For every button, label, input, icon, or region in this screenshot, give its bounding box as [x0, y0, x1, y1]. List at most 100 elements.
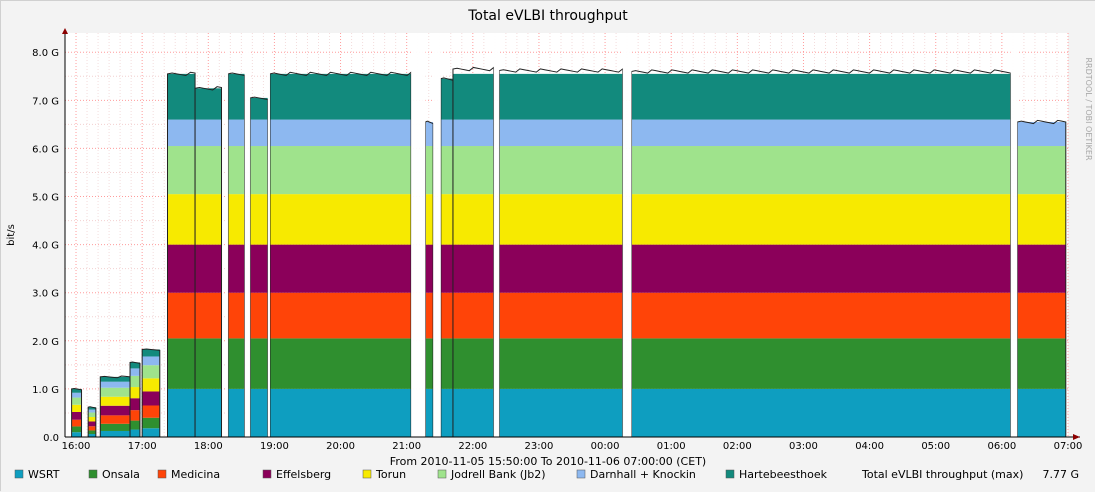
x-tick-label: 06:00	[987, 441, 1016, 452]
series-band-onsala-11	[440, 338, 453, 389]
series-band-medicina-3	[130, 410, 140, 421]
series-band-jodrell-bank-jb2--12	[452, 146, 494, 195]
series-band-medicina-5	[167, 292, 196, 339]
series-band-effelsberg-12	[452, 244, 494, 293]
series-band-onsala-5	[167, 338, 196, 389]
series-band-wsrt-8	[250, 388, 268, 437]
series-band-torun-14	[631, 194, 1011, 245]
series-band-hartebeesthoek-14	[631, 73, 1011, 120]
series-band-onsala-8	[250, 338, 268, 389]
total-throughput-line-9	[269, 71, 412, 437]
series-band-wsrt-12	[452, 388, 494, 437]
x-tick-label: 16:00	[62, 441, 91, 452]
data-gap-5	[493, 33, 500, 437]
series-band-effelsberg-3	[130, 398, 140, 411]
data-gap-7	[1010, 33, 1018, 437]
total-throughput-line-14	[631, 69, 1012, 437]
series-band-onsala-13	[499, 338, 623, 389]
series-band-darnhall-knockin-9	[270, 119, 412, 147]
x-tick-label: 02:00	[723, 441, 752, 452]
series-band-hartebeesthoek-8	[250, 97, 268, 120]
total-throughput-line-0	[71, 387, 83, 437]
series-band-wsrt-3	[130, 429, 140, 437]
series-band-wsrt-4	[142, 428, 160, 437]
legend-label-torun: Torun	[375, 468, 406, 481]
y-tick-label: 8.0 G	[32, 48, 59, 59]
series-band-darnhall-knockin-4	[142, 356, 160, 366]
series-band-darnhall-knockin-12	[452, 119, 494, 147]
y-tick-label: 4.0 G	[32, 241, 59, 252]
total-throughput-line-3	[129, 361, 141, 437]
legend-label-onsala: Onsala	[102, 468, 140, 481]
series-band-effelsberg-7	[228, 244, 245, 293]
series-band-effelsberg-5	[167, 244, 196, 293]
series-band-torun-6	[195, 194, 222, 245]
total-throughput-line-12	[452, 66, 495, 437]
legend-swatch-effelsberg	[262, 469, 272, 479]
series-band-hartebeesthoek-6	[195, 88, 222, 120]
x-tick-label: 17:00	[128, 441, 157, 452]
series-band-torun-2	[100, 396, 131, 406]
series-band-effelsberg-2	[100, 405, 131, 416]
series-band-hartebeesthoek-7	[228, 73, 245, 120]
series-band-onsala-3	[130, 420, 140, 430]
series-band-onsala-2	[100, 423, 131, 431]
series-band-wsrt-10	[425, 388, 434, 437]
series-band-medicina-11	[440, 292, 453, 339]
y-tick-label: 5.0 G	[32, 193, 59, 204]
series-band-darnhall-knockin-7	[228, 119, 245, 147]
x-tick-label: 05:00	[921, 441, 950, 452]
series-band-hartebeesthoek-0	[71, 388, 82, 393]
series-band-medicina-9	[270, 292, 412, 339]
series-band-jodrell-bank-jb2--13	[499, 146, 623, 195]
series-band-onsala-6	[195, 338, 222, 389]
series-band-onsala-0	[71, 426, 82, 433]
series-band-jodrell-bank-jb2--4	[142, 365, 160, 379]
total-throughput-line-1	[87, 406, 97, 437]
series-band-torun-1	[88, 417, 96, 422]
series-band-effelsberg-10	[425, 244, 434, 293]
y-tick-label: 1.0 G	[32, 385, 59, 396]
series-band-effelsberg-4	[142, 391, 160, 406]
legend-swatch-onsala	[88, 469, 98, 479]
series-band-wsrt-13	[499, 388, 623, 437]
series-band-medicina-12	[452, 292, 494, 339]
total-throughput-line-5	[167, 71, 196, 437]
series-band-darnhall-knockin-3	[130, 368, 140, 376]
series-band-torun-5	[167, 194, 196, 245]
series-band-onsala-7	[228, 338, 245, 389]
series-band-effelsberg-0	[71, 411, 82, 420]
x-tick-label: 22:00	[458, 441, 487, 452]
series-band-wsrt-6	[195, 388, 222, 437]
series-band-torun-9	[270, 194, 412, 245]
series-band-effelsberg-9	[270, 244, 412, 293]
series-band-medicina-10	[425, 292, 434, 339]
y-tick-label: 2.0 G	[32, 337, 59, 348]
series-band-wsrt-11	[440, 388, 453, 437]
data-gap-4	[433, 33, 441, 437]
total-throughput-line-10	[424, 120, 434, 437]
legend-label-darnhall-knockin: Darnhall + Knockin	[590, 468, 696, 481]
series-band-torun-7	[228, 194, 245, 245]
series-band-jodrell-bank-jb2--9	[270, 146, 412, 195]
series-band-jodrell-bank-jb2--5	[167, 146, 196, 195]
series-band-wsrt-9	[270, 388, 412, 437]
series-band-onsala-4	[142, 417, 160, 429]
series-band-jodrell-bank-jb2--6	[195, 146, 222, 195]
legend-label-jodrell-bank-jb2-: Jodrell Bank (Jb2)	[450, 468, 546, 481]
y-tick-label: 0.0	[43, 433, 59, 444]
series-band-medicina-2	[100, 415, 131, 424]
x-tick-label: 00:00	[591, 441, 620, 452]
series-band-medicina-1	[88, 426, 96, 431]
series-band-medicina-14	[631, 292, 1011, 339]
series-band-darnhall-knockin-15	[1017, 121, 1066, 147]
total-throughput-line-15	[1016, 119, 1067, 437]
series-band-jodrell-bank-jb2--0	[71, 397, 82, 405]
series-band-wsrt-15	[1017, 388, 1066, 437]
series-band-hartebeesthoek-11	[440, 78, 453, 120]
series-band-hartebeesthoek-1	[88, 407, 96, 410]
total-throughput-line-13	[498, 67, 624, 437]
series-band-medicina-8	[250, 292, 268, 339]
series-band-jodrell-bank-jb2--10	[425, 146, 434, 195]
